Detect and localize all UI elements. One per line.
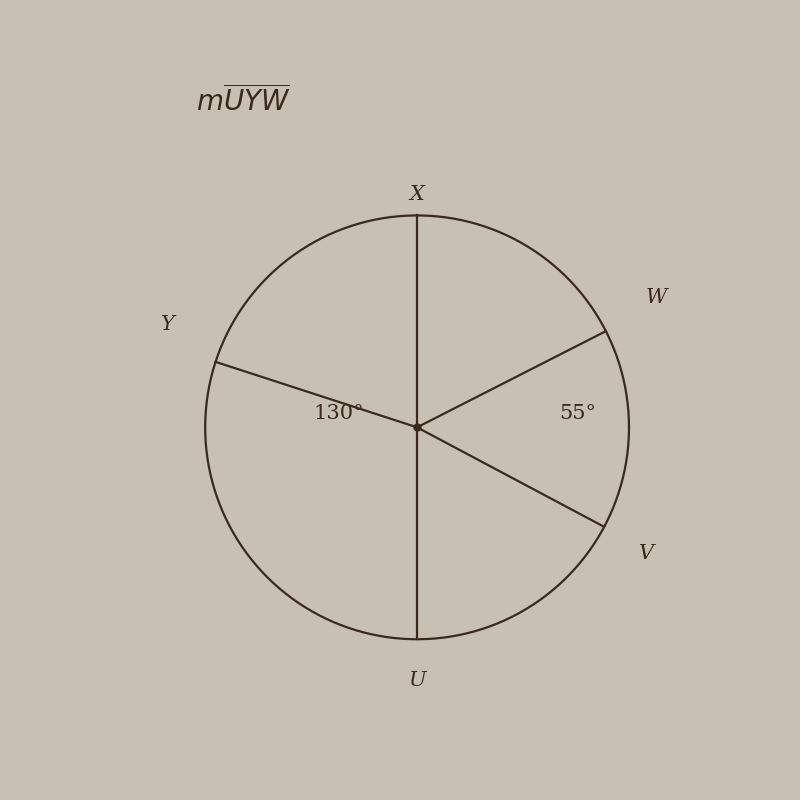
- Text: U: U: [408, 670, 426, 690]
- Text: 55°: 55°: [559, 404, 596, 423]
- Text: Y: Y: [161, 315, 174, 334]
- Text: W: W: [646, 288, 667, 307]
- Text: 130°: 130°: [313, 404, 364, 423]
- Text: $m\overline{UYW}$: $m\overline{UYW}$: [196, 86, 290, 118]
- Text: X: X: [410, 186, 425, 205]
- Text: V: V: [638, 544, 654, 563]
